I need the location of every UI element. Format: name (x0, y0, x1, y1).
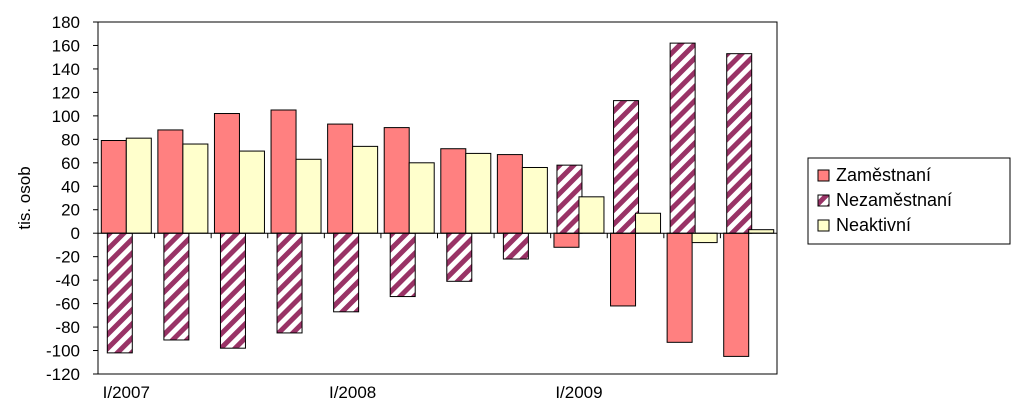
bar-neaktivni-4 (352, 145, 379, 234)
legend-label: Nezaměstnaní (836, 190, 952, 210)
y-tick-label: 160 (52, 36, 80, 55)
y-tick-label: -100 (46, 342, 80, 361)
bar-zamestnani-4 (327, 123, 354, 234)
y-tick-label: 80 (61, 130, 80, 149)
y-tick-label: 180 (52, 13, 80, 32)
bar-neaktivni-5 (408, 162, 435, 234)
bar-nezamestnani-2 (219, 232, 246, 349)
bar-nezamestnani-8 (556, 164, 583, 234)
bar-neaktivni-6 (465, 152, 492, 234)
y-tick-label: -80 (55, 318, 80, 337)
y-tick-labels: -120 -100 -80 -60 -40 -20 0 20 40 60 80 100 120 140 16… (46, 13, 80, 384)
bar-zamestnani-2 (213, 113, 240, 234)
bar-zamestnani-10 (666, 232, 693, 343)
bar-neaktivni-9 (635, 212, 662, 234)
bar-zamestnani-5 (383, 127, 410, 234)
bar-zamestnani-9 (610, 232, 637, 307)
y-tick-label: 120 (52, 83, 80, 102)
bar-zamestnani-0 (100, 140, 127, 234)
bar-nezamestnani-1 (163, 232, 190, 341)
y-tick-label: 100 (52, 107, 80, 126)
y-tick-label: -20 (55, 248, 80, 267)
bar-neaktivni-3 (295, 158, 322, 234)
x-tick-labels: I/2007 I/2008 I/2009 (103, 383, 603, 401)
legend-swatch-1 (817, 194, 830, 207)
legend-box (807, 157, 1011, 245)
bar-neaktivni-8 (578, 196, 605, 234)
y-tick-label: -60 (55, 295, 80, 314)
bar-neaktivni-7 (521, 166, 548, 234)
bar-neaktivni-11 (748, 229, 775, 234)
bar-neaktivni-0 (125, 137, 152, 234)
bar-nezamestnani-9 (613, 100, 640, 234)
bar-zamestnani-11 (723, 232, 750, 357)
y-tick-label: -120 (46, 365, 80, 384)
bar-neaktivni-2 (238, 150, 265, 234)
y-tick-label: 20 (61, 201, 80, 220)
bar-zamestnani-7 (496, 154, 523, 234)
y-tick-label: 40 (61, 177, 80, 196)
plot-area (97, 21, 778, 375)
bar-nezamestnani-7 (502, 232, 529, 260)
bar-nezamestnani-0 (106, 232, 133, 354)
x-tick-label: I/2008 (329, 383, 376, 401)
y-axis-title: tis. osob (15, 166, 34, 229)
bar-zamestnani-1 (157, 129, 184, 234)
bar-nezamestnani-5 (389, 232, 416, 298)
y-tick-label: 140 (52, 60, 80, 79)
y-tick-label: -40 (55, 271, 80, 290)
bar-nezamestnani-4 (333, 232, 360, 313)
bar-zamestnani-3 (270, 109, 297, 234)
bar-zamestnani-8 (553, 232, 580, 248)
bar-zamestnani-6 (440, 148, 467, 234)
bar-nezamestnani-3 (276, 232, 303, 334)
y-tick-label: 0 (71, 224, 80, 243)
legend-label: Neaktivní (836, 215, 911, 235)
legend-swatch-2 (817, 219, 830, 232)
plot-border (97, 21, 778, 375)
legend-label: Zaměstnaní (836, 165, 931, 185)
legend-swatch-0 (817, 169, 830, 182)
bar-nezamestnani-11 (726, 53, 753, 234)
axes (93, 21, 778, 375)
bars (100, 42, 775, 357)
bar-nezamestnani-10 (669, 42, 696, 234)
legend: Zaměstnaní Nezaměstnaní Neaktivní (807, 157, 1011, 245)
y-tick-label: 60 (61, 154, 80, 173)
x-tick-label: I/2007 (103, 383, 150, 401)
bar-neaktivni-10 (691, 232, 718, 244)
bar-nezamestnani-6 (446, 232, 473, 282)
bar-neaktivni-1 (182, 143, 209, 234)
x-tick-label: I/2009 (555, 383, 602, 401)
